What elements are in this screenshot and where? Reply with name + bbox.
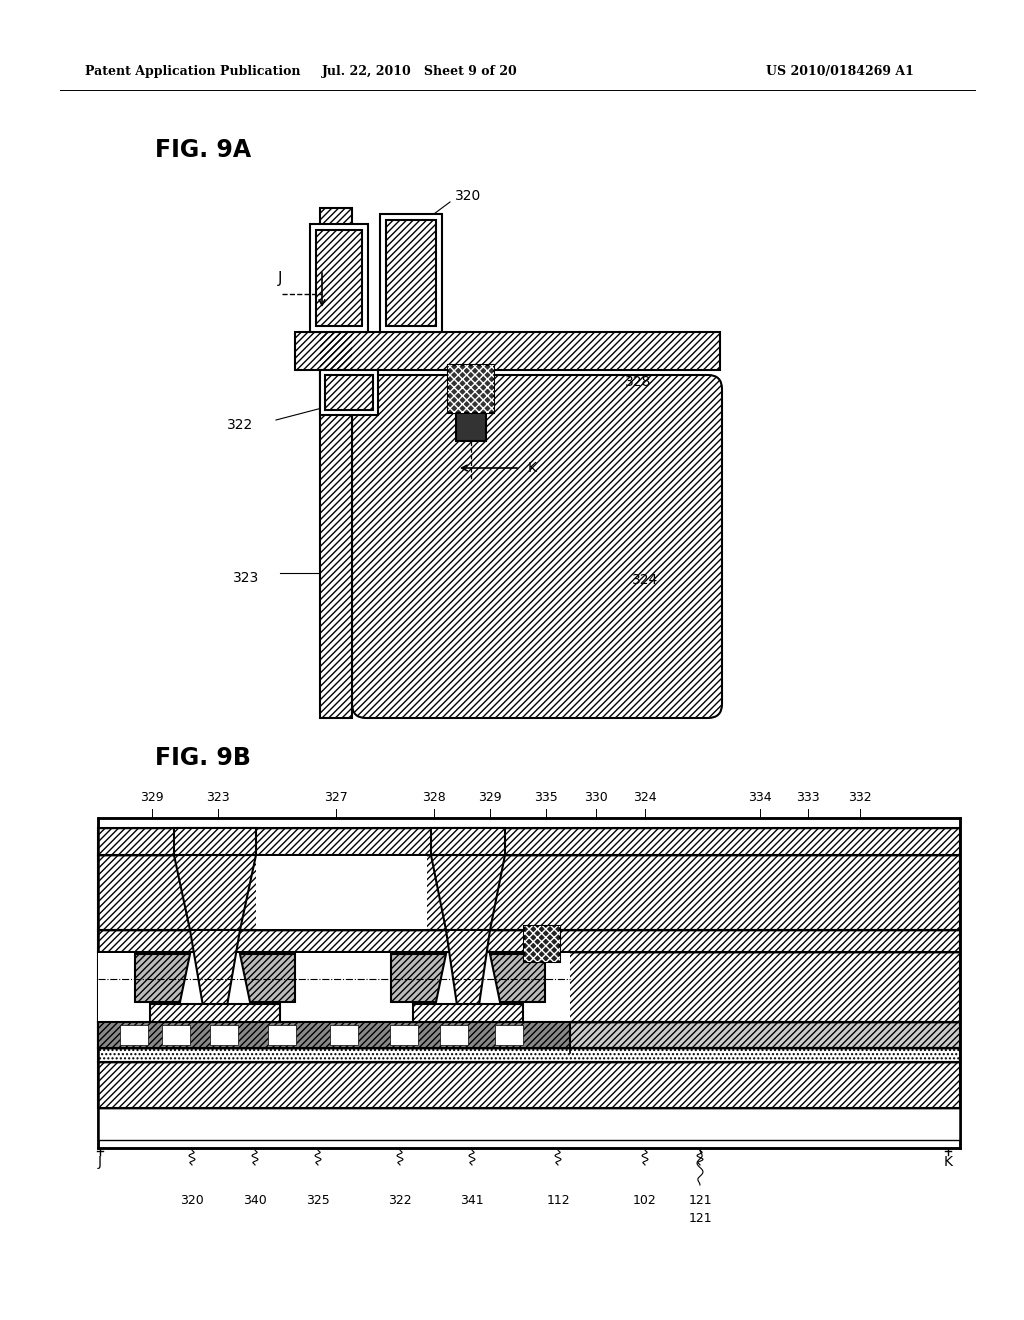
- Polygon shape: [240, 954, 295, 1002]
- Text: 324: 324: [633, 791, 656, 804]
- Bar: [325, 375, 373, 411]
- Polygon shape: [431, 855, 505, 931]
- Bar: [449, 366, 494, 413]
- Text: 121: 121: [688, 1193, 712, 1206]
- Polygon shape: [135, 954, 190, 1002]
- Bar: [431, 828, 505, 855]
- Bar: [413, 1005, 523, 1022]
- Bar: [449, 366, 494, 413]
- Bar: [524, 927, 560, 962]
- Polygon shape: [391, 954, 446, 1002]
- Bar: [174, 828, 256, 855]
- Text: 330: 330: [584, 791, 608, 804]
- Bar: [98, 855, 961, 931]
- Polygon shape: [174, 855, 256, 931]
- Text: 320: 320: [180, 1193, 204, 1206]
- Text: 335: 335: [535, 791, 558, 804]
- Bar: [524, 927, 560, 962]
- Text: 334: 334: [749, 791, 772, 804]
- Text: 332: 332: [848, 791, 871, 804]
- Text: 323: 323: [206, 791, 229, 804]
- Text: J: J: [98, 1155, 102, 1170]
- Bar: [386, 220, 436, 326]
- Text: Patent Application Publication: Patent Application Publication: [85, 66, 300, 78]
- Bar: [98, 931, 961, 952]
- Bar: [310, 224, 368, 333]
- Text: 102: 102: [633, 1193, 656, 1206]
- Bar: [319, 209, 352, 718]
- Bar: [325, 375, 373, 411]
- Text: Jul. 22, 2010   Sheet 9 of 20: Jul. 22, 2010 Sheet 9 of 20: [323, 66, 518, 78]
- Text: K: K: [528, 461, 537, 475]
- Bar: [150, 1005, 280, 1022]
- Bar: [98, 1063, 961, 1107]
- Bar: [256, 855, 427, 929]
- Bar: [524, 927, 560, 962]
- Bar: [295, 333, 720, 370]
- Bar: [210, 1026, 238, 1045]
- Bar: [316, 230, 362, 326]
- Bar: [330, 1026, 358, 1045]
- Bar: [98, 818, 961, 1148]
- Bar: [120, 1026, 148, 1045]
- Bar: [98, 828, 961, 855]
- Text: FIG. 9A: FIG. 9A: [155, 139, 251, 162]
- Bar: [319, 209, 352, 718]
- Text: 327: 327: [325, 791, 348, 804]
- Polygon shape: [446, 931, 490, 1012]
- Bar: [98, 855, 961, 931]
- Text: 328: 328: [625, 375, 651, 389]
- Bar: [174, 828, 256, 855]
- Bar: [449, 366, 494, 413]
- Polygon shape: [190, 931, 240, 1012]
- Bar: [98, 952, 961, 1022]
- Polygon shape: [490, 954, 545, 1002]
- Bar: [316, 230, 362, 326]
- Text: FIG. 9B: FIG. 9B: [155, 746, 251, 770]
- Bar: [98, 1022, 961, 1048]
- Bar: [440, 1026, 468, 1045]
- Bar: [98, 1107, 961, 1140]
- Bar: [413, 1005, 523, 1022]
- Bar: [98, 931, 961, 952]
- Bar: [150, 1005, 280, 1022]
- Bar: [380, 214, 442, 333]
- Text: 324: 324: [632, 573, 658, 587]
- Bar: [495, 1026, 523, 1045]
- Text: 320: 320: [455, 189, 481, 203]
- Text: 322: 322: [227, 418, 253, 432]
- Bar: [390, 1026, 418, 1045]
- Bar: [98, 953, 570, 1020]
- Bar: [456, 413, 486, 441]
- Bar: [98, 1022, 570, 1048]
- FancyBboxPatch shape: [352, 375, 722, 718]
- Bar: [162, 1026, 190, 1045]
- Bar: [98, 1048, 961, 1063]
- Text: 325: 325: [306, 1193, 330, 1206]
- Text: 328: 328: [422, 791, 445, 804]
- Text: 322: 322: [388, 1193, 412, 1206]
- Text: 341: 341: [460, 1193, 483, 1206]
- Bar: [268, 1026, 296, 1045]
- Bar: [98, 1048, 961, 1063]
- Bar: [98, 828, 961, 855]
- Text: 333: 333: [797, 791, 820, 804]
- Text: 112: 112: [546, 1193, 569, 1206]
- Text: 121: 121: [688, 1212, 712, 1225]
- Bar: [295, 333, 720, 370]
- Text: J: J: [278, 271, 283, 285]
- Text: US 2010/0184269 A1: US 2010/0184269 A1: [766, 66, 914, 78]
- Text: K: K: [943, 1155, 952, 1170]
- Text: 323: 323: [232, 572, 259, 585]
- Bar: [98, 1022, 570, 1048]
- Text: 340: 340: [243, 1193, 267, 1206]
- Bar: [98, 1063, 961, 1107]
- Bar: [386, 220, 436, 326]
- Text: 329: 329: [140, 791, 164, 804]
- Bar: [431, 828, 505, 855]
- Text: 329: 329: [478, 791, 502, 804]
- Bar: [319, 370, 378, 414]
- Bar: [98, 1022, 961, 1048]
- Bar: [98, 952, 961, 1022]
